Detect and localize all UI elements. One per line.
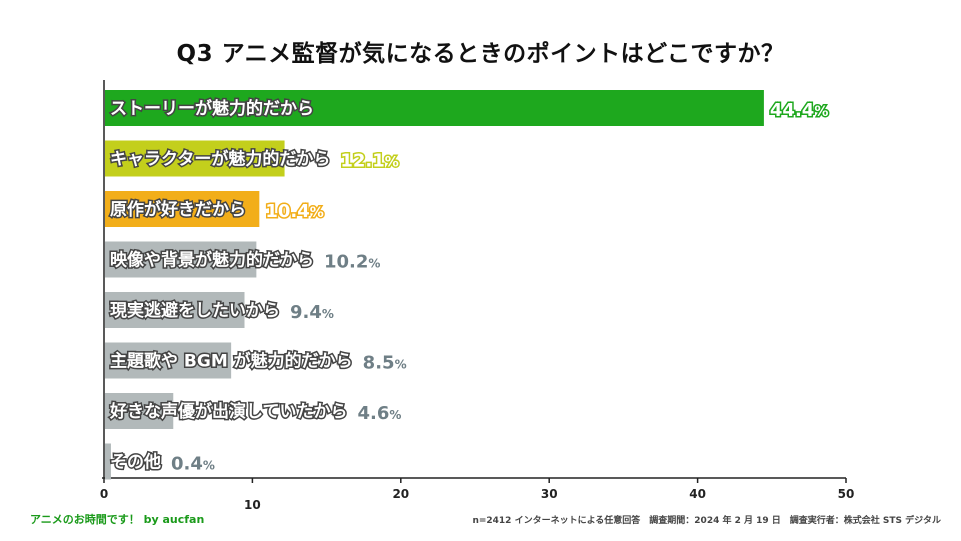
x-tick-label: 50 xyxy=(838,487,855,501)
bar xyxy=(105,241,257,278)
bar-value-number: 10.2 xyxy=(324,252,368,273)
bar-value-label: 9.4% xyxy=(290,302,334,323)
bar-value-number: 8.5 xyxy=(363,353,395,374)
bar xyxy=(105,292,245,328)
bar-value-label: 4.6% xyxy=(358,403,402,424)
bar xyxy=(105,443,111,480)
bar-label: 映像や背景が魅力的だから xyxy=(110,250,314,271)
bar-label: キャラクターが魅力的だから xyxy=(110,149,330,170)
bar-value-label: 10.4% xyxy=(265,201,323,222)
bar-value-label: 8.5% xyxy=(363,353,407,374)
bar-value-number: 12.1 xyxy=(340,151,384,172)
bar-value-label: 44.4% xyxy=(770,100,828,121)
bar-value-number: 44.4 xyxy=(770,100,814,121)
bar-value-label: 10.2% xyxy=(324,252,380,273)
bar-value-number: 4.6 xyxy=(358,403,390,424)
x-tick-label: 10 xyxy=(244,498,261,512)
bar-label: 好きな声優が出演していたから xyxy=(109,401,348,422)
bar-value-suffix: % xyxy=(310,205,324,221)
bar xyxy=(105,191,260,227)
bar-label: 主題歌や BGM が魅力的だから xyxy=(110,351,353,372)
x-tick-label: 40 xyxy=(689,487,706,501)
bar-value-number: 0.4 xyxy=(171,454,203,475)
bar-value-label: 0.4% xyxy=(171,454,215,475)
bar-value-suffix: % xyxy=(814,104,828,120)
bar-value-suffix: % xyxy=(322,307,334,321)
bar-value-suffix: % xyxy=(368,257,380,271)
bar-value-number: 10.4 xyxy=(265,201,309,222)
bar-value-suffix: % xyxy=(395,358,407,372)
axis-layer: 0 10 20 30 40 50 xyxy=(100,80,855,512)
x-tick-label: 0 xyxy=(100,487,108,501)
bar-label: その他 xyxy=(110,452,161,473)
footer-brand: アニメのお時間です！ by aucfan xyxy=(30,513,205,526)
bars-layer: ストーリーが魅力的だから 44.4% キャラクターが魅力的だから 12.1% 原作が好き… xyxy=(105,90,830,480)
bar-value-suffix: % xyxy=(203,459,215,473)
bar xyxy=(105,90,764,126)
bar xyxy=(105,140,285,177)
chart-title: Q3 アニメ監督が気になるときのポイントはどこですか？ xyxy=(176,41,785,67)
bar-label: 現実逃避をしたいから xyxy=(110,300,280,321)
bar-label: ストーリーが魅力的だから xyxy=(110,98,314,119)
bar-value-label: 12.1% xyxy=(340,151,398,172)
bar xyxy=(105,342,232,379)
x-tick-label: 20 xyxy=(392,487,409,501)
footer-source: n=2412 インターネットによる任意回答 調査期間：2024 年 2 月 19… xyxy=(472,516,941,526)
bar xyxy=(105,393,174,429)
bar-label: 原作が好きだから xyxy=(110,199,246,220)
bar-value-number: 9.4 xyxy=(290,302,322,323)
bar-value-suffix: % xyxy=(389,408,401,422)
bar-value-suffix: % xyxy=(385,155,399,171)
x-tick-label: 30 xyxy=(541,487,558,501)
